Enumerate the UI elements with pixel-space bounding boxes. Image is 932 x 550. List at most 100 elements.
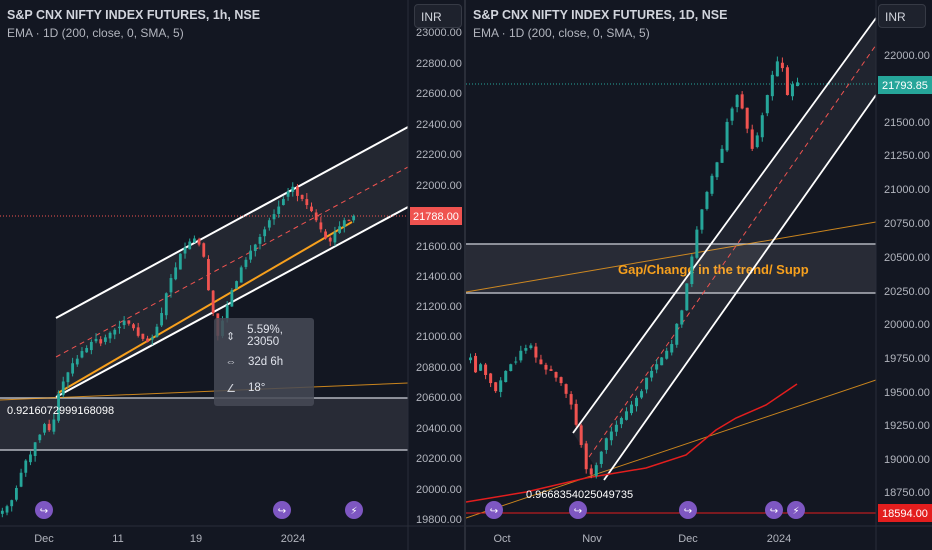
event-icon[interactable] — [569, 501, 587, 519]
candle-body — [188, 241, 192, 250]
left-price-axis[interactable]: 23000.00 22800.00 22600.00 22400.00 22200.00… — [416, 27, 462, 526]
left-event-icons[interactable]: ↪ ↪ ⚡ — [35, 501, 363, 519]
left-indicator-legend[interactable]: EMA · 1D (200, close, 0, SMA, 5) — [7, 26, 184, 40]
candle-body — [624, 411, 628, 420]
candle-body — [529, 345, 533, 349]
candle-body — [132, 324, 135, 329]
event-icon-glyph: ↪ — [770, 506, 778, 517]
price-tick-label: 22400.00 — [416, 119, 462, 131]
price-tick-label: 18750.00 — [884, 487, 930, 499]
candle-body — [499, 380, 503, 392]
candle-body — [670, 344, 674, 353]
price-tick-label: 22000.00 — [884, 50, 930, 62]
left-channel-upper[interactable] — [55, 126, 409, 319]
price-tick-label: 20000.00 — [416, 484, 462, 496]
event-icon[interactable] — [35, 501, 53, 519]
left-time-axis[interactable]: Dec 11 19 2024 — [34, 533, 305, 545]
candle-body — [720, 148, 724, 163]
left-currency-button[interactable]: INR — [414, 4, 462, 28]
price-tick-label: 19000.00 — [884, 454, 930, 466]
candle-body — [715, 162, 719, 178]
time-tick-label: 2024 — [767, 533, 791, 545]
dividend-icon[interactable] — [345, 501, 363, 519]
candle-body — [645, 377, 649, 390]
candle-body — [207, 259, 210, 291]
price-tick-label: 21400.00 — [416, 271, 462, 283]
right-chart-canvas[interactable]: Gap/Change in the trend/ Supp ↪ ↪ ↪ ↪ ⚡ — [466, 0, 932, 550]
candle-body — [89, 341, 93, 351]
candle-body — [494, 382, 498, 392]
candle-body — [740, 94, 744, 109]
left-chart-panel[interactable]: ↪ ↪ ⚡ 23000.00 22800.00 22600.00 22400.00 22… — [0, 0, 464, 550]
zone-annotation[interactable]: Gap/Change in the trend/ Supp — [618, 262, 809, 277]
left-current-price-tag — [410, 207, 462, 225]
left-current-price: 21788.00 — [413, 211, 459, 223]
candle-body — [146, 338, 149, 342]
candle-body — [108, 332, 112, 339]
price-tick-label: 20500.00 — [884, 252, 930, 264]
candle-body — [705, 191, 709, 209]
time-tick-label: Oct — [493, 533, 510, 545]
candle-body — [725, 121, 729, 151]
event-icon[interactable] — [485, 501, 503, 519]
event-icon[interactable] — [273, 501, 291, 519]
dividend-icon-glyph: ⚡ — [350, 506, 357, 517]
candle-body — [197, 239, 201, 245]
right-currency-button[interactable]: INR — [878, 4, 926, 28]
candle-body — [564, 384, 568, 394]
candle-body — [272, 214, 276, 220]
measure-angle: 18° — [248, 382, 266, 394]
right-channel-fill — [573, 18, 876, 480]
candle-body — [342, 220, 346, 228]
candle-body — [549, 369, 553, 371]
right-chart-panel[interactable]: Gap/Change in the trend/ Supp ↪ ↪ ↪ ↪ ⚡ — [466, 0, 932, 550]
event-icon[interactable] — [679, 501, 697, 519]
measure-change: 5.59%, 23050 — [247, 324, 283, 348]
candle-body — [14, 487, 18, 500]
candle-body — [559, 377, 563, 384]
right-channel-lower[interactable] — [603, 94, 877, 481]
candle-body — [85, 348, 89, 353]
panel-divider[interactable] — [464, 0, 466, 550]
candle-body — [710, 175, 714, 194]
price-tick-label: 20600.00 — [416, 392, 462, 404]
candle-body — [141, 333, 145, 339]
candle-body — [305, 199, 309, 206]
right-event-icons[interactable]: ↪ ↪ ↪ ↪ ⚡ — [485, 501, 805, 519]
left-chart-canvas[interactable]: ↪ ↪ ⚡ 23000.00 22800.00 22600.00 22400.00 22… — [0, 0, 464, 550]
candle-body — [660, 357, 664, 366]
right-indicator-legend[interactable]: EMA · 1D (200, close, 0, SMA, 5) — [473, 26, 650, 40]
left-chart-title: S&P CNX NIFTY INDEX FUTURES, 1h, NSE — [7, 8, 261, 22]
candle-body — [202, 243, 206, 257]
candle-body — [479, 364, 483, 371]
event-icon[interactable] — [765, 501, 783, 519]
candle-body — [554, 372, 558, 378]
right-price-axis[interactable]: 22000.00 21500.00 21250.00 21000.00 20750.00… — [884, 50, 930, 499]
price-tick-label: 21000.00 — [884, 184, 930, 196]
candle-body — [347, 219, 351, 221]
dividend-icon[interactable] — [787, 501, 805, 519]
candle-body — [650, 370, 654, 378]
left-channel-mid — [55, 166, 409, 358]
candle-body — [574, 403, 578, 425]
right-time-axis[interactable]: Oct Nov Dec 2024 — [493, 533, 791, 545]
candle-body — [169, 278, 173, 293]
candle-body — [122, 320, 126, 326]
candle-body — [211, 290, 215, 314]
left-orange-trendline[interactable] — [57, 221, 353, 394]
candle-body — [604, 438, 608, 450]
candle-body — [160, 313, 164, 326]
right-candles — [469, 56, 799, 479]
candle-body — [338, 226, 342, 233]
price-tick-label: 20000.00 — [884, 319, 930, 331]
measure-tooltip: ⇕ 5.59%, 23050 ⇔ 32d 6h ∠ 18° — [214, 318, 314, 406]
candle-body — [291, 186, 295, 192]
candle-body — [544, 364, 548, 370]
price-tick-label: 20250.00 — [884, 286, 930, 298]
right-channel-upper[interactable] — [572, 17, 877, 434]
right-current-price-tag — [878, 76, 932, 94]
candle-body — [19, 472, 23, 487]
price-tick-label: 19750.00 — [884, 353, 930, 365]
price-tick-label: 19500.00 — [884, 387, 930, 399]
event-icon-glyph: ↪ — [278, 506, 286, 517]
